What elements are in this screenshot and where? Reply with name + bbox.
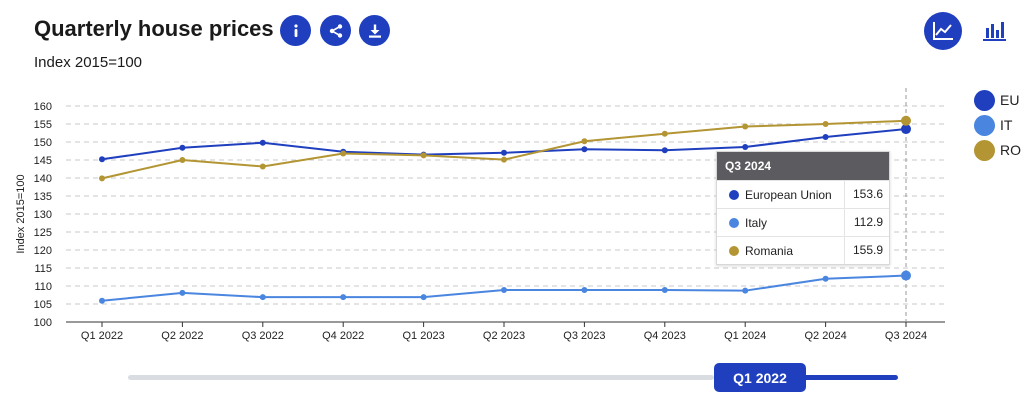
data-point-eu bbox=[99, 156, 105, 163]
tooltip-row: European Union 153.6 bbox=[717, 180, 889, 208]
data-point-it bbox=[340, 294, 347, 301]
data-point-ro bbox=[901, 115, 911, 126]
chart-title: Quarterly house prices bbox=[34, 16, 274, 41]
chart-subtitle: Index 2015=100 bbox=[34, 54, 143, 71]
x-tick-label: Q1 2024 bbox=[724, 330, 766, 342]
tooltip-row: Italy 112.9 bbox=[717, 208, 889, 236]
tooltip: Q3 2024 European Union 153.6 Italy 112.9… bbox=[716, 151, 890, 265]
line-chart-icon bbox=[933, 22, 953, 40]
data-point-it bbox=[501, 286, 507, 293]
info-icon bbox=[293, 23, 298, 37]
line-chart-button[interactable] bbox=[924, 12, 962, 50]
info-button[interactable] bbox=[280, 15, 311, 46]
tooltip-value: 155.9 bbox=[844, 237, 889, 264]
tooltip-swatch bbox=[729, 245, 739, 256]
data-point-ro bbox=[581, 138, 588, 145]
tooltip-series-name: European Union bbox=[745, 187, 832, 202]
tooltip-series-name: Romania bbox=[745, 243, 794, 258]
tooltip-value: 112.9 bbox=[844, 209, 889, 236]
tooltip-row: Romania 155.9 bbox=[717, 236, 889, 264]
data-point-eu bbox=[179, 144, 186, 151]
y-axis-label: Index 2015=100 bbox=[15, 174, 27, 253]
data-point-it bbox=[420, 294, 427, 301]
legend-swatch bbox=[974, 114, 995, 136]
data-point-ro bbox=[179, 157, 186, 163]
data-point-eu bbox=[581, 146, 588, 153]
tooltip-series-name: Italy bbox=[745, 215, 768, 230]
bar-chart-icon bbox=[983, 22, 1006, 41]
x-tick-label: Q4 2022 bbox=[322, 330, 364, 342]
y-tick-label: 135 bbox=[34, 191, 52, 203]
x-tick-label: Q2 2022 bbox=[161, 330, 203, 342]
legend-label: EU bbox=[1000, 92, 1020, 108]
data-point-it bbox=[99, 297, 105, 304]
x-tick-label: Q3 2024 bbox=[885, 330, 927, 342]
data-point-eu bbox=[661, 147, 668, 154]
time-slider-range[interactable] bbox=[800, 375, 898, 380]
x-tick-label: Q1 2022 bbox=[81, 330, 123, 342]
data-point-it bbox=[179, 289, 186, 296]
data-point-ro bbox=[822, 121, 829, 127]
legend: EU IT RO bbox=[974, 88, 1021, 163]
tooltip-value: 153.6 bbox=[844, 181, 889, 208]
share-icon bbox=[329, 23, 342, 38]
share-button[interactable] bbox=[320, 15, 351, 46]
x-tick-label: Q4 2023 bbox=[644, 330, 686, 342]
y-tick-label: 125 bbox=[34, 227, 52, 239]
data-point-it bbox=[901, 270, 911, 281]
data-point-it bbox=[822, 275, 829, 282]
data-point-ro bbox=[259, 163, 266, 170]
data-point-ro bbox=[742, 123, 749, 130]
y-tick-label: 105 bbox=[34, 299, 52, 311]
data-point-it bbox=[742, 287, 749, 294]
y-tick-label: 120 bbox=[34, 245, 52, 257]
legend-item-ro[interactable]: RO bbox=[974, 138, 1021, 162]
tooltip-title: Q3 2024 bbox=[717, 152, 889, 180]
x-tick-label: Q3 2022 bbox=[242, 330, 284, 342]
data-point-ro bbox=[661, 130, 668, 137]
download-icon bbox=[368, 24, 381, 38]
y-tick-label: 145 bbox=[34, 155, 52, 167]
y-tick-label: 110 bbox=[34, 281, 52, 293]
tooltip-swatch bbox=[729, 217, 739, 228]
data-point-eu bbox=[822, 133, 829, 140]
time-slider-track[interactable] bbox=[128, 375, 714, 380]
bar-chart-button[interactable] bbox=[980, 17, 1008, 45]
data-point-eu bbox=[742, 144, 749, 151]
y-tick-label: 140 bbox=[34, 173, 52, 185]
legend-swatch bbox=[974, 89, 995, 111]
y-tick-label: 155 bbox=[34, 119, 52, 131]
y-tick-label: 115 bbox=[34, 263, 52, 275]
y-tick-label: 150 bbox=[34, 137, 52, 149]
data-point-ro bbox=[99, 175, 105, 182]
legend-label: IT bbox=[1000, 117, 1013, 133]
data-point-ro bbox=[340, 150, 347, 157]
tooltip-swatch bbox=[729, 189, 739, 200]
data-point-eu bbox=[259, 139, 266, 146]
data-point-it bbox=[259, 294, 266, 301]
data-point-it bbox=[661, 286, 668, 293]
data-point-it bbox=[581, 286, 588, 293]
data-point-ro bbox=[420, 152, 427, 159]
legend-label: RO bbox=[1000, 142, 1021, 158]
x-tick-label: Q3 2023 bbox=[563, 330, 605, 342]
time-slider-handle[interactable]: Q1 2022 bbox=[714, 363, 806, 392]
legend-item-it[interactable]: IT bbox=[974, 113, 1021, 137]
y-tick-label: 100 bbox=[34, 317, 52, 329]
y-tick-label: 130 bbox=[34, 209, 52, 221]
y-tick-label: 160 bbox=[34, 101, 52, 113]
x-tick-label: Q2 2024 bbox=[804, 330, 846, 342]
download-button[interactable] bbox=[359, 15, 390, 46]
x-tick-label: Q2 2023 bbox=[483, 330, 525, 342]
data-point-eu bbox=[901, 124, 911, 135]
data-point-ro bbox=[501, 156, 507, 163]
legend-swatch bbox=[974, 139, 995, 161]
data-point-eu bbox=[501, 149, 507, 156]
x-tick-label: Q1 2023 bbox=[402, 330, 444, 342]
legend-item-eu[interactable]: EU bbox=[974, 88, 1021, 112]
